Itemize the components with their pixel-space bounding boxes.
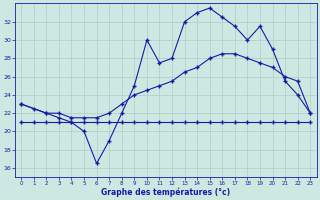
X-axis label: Graphe des températures (°c): Graphe des températures (°c) (101, 187, 230, 197)
